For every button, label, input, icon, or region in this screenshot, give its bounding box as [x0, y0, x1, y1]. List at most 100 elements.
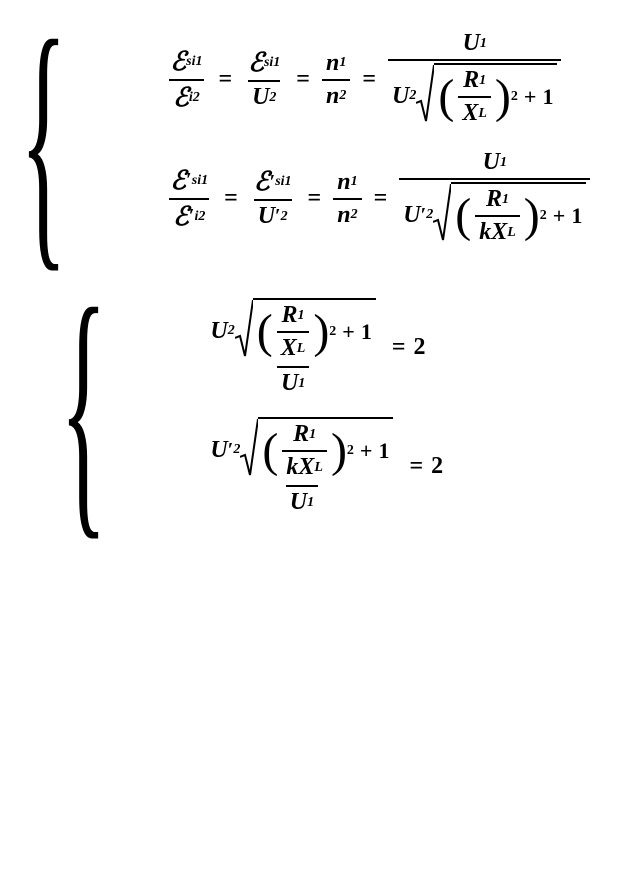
var-x: X: [281, 335, 297, 362]
equation-system-1: { ℰsi1 ℰi2 = ℰsi1 U2 = n1 n2 = U1 U2: [20, 20, 597, 258]
equation-1-2: ℰ′si1 ℰ′i2 = ℰ′si1 U′2 = n1 n2 = U1 U′2: [162, 149, 594, 248]
var-u: U: [252, 84, 269, 111]
left-paren-icon: (: [257, 313, 273, 351]
var-x: X: [491, 219, 507, 246]
equals: =: [224, 185, 238, 212]
right-paren-icon: ): [524, 197, 540, 235]
var-r: R: [486, 186, 502, 213]
sqrt: ( R1 kXL ) 2 + 1: [433, 182, 586, 248]
var-n: n: [326, 50, 339, 77]
equation-2-2: U′2 ( R1 kXL ) 2: [202, 417, 443, 516]
sub: 1: [500, 155, 507, 171]
var-u: U: [392, 83, 409, 110]
const-1: 1: [378, 438, 389, 464]
var-r: R: [282, 302, 298, 329]
script-e: ℰ: [173, 83, 189, 113]
sub: 1: [351, 174, 358, 190]
exponent: 2: [329, 324, 336, 340]
plus: +: [342, 319, 355, 345]
sub: si1: [264, 55, 280, 71]
var-u: U: [281, 370, 298, 397]
radical-icon: [235, 298, 253, 358]
const-2: 2: [414, 334, 426, 361]
equals: =: [392, 334, 406, 361]
frac-esi1-u2: ℰsi1 U2: [244, 48, 284, 111]
var-u: U: [403, 202, 420, 229]
exponent: 2: [347, 443, 354, 459]
script-e: ℰ: [248, 48, 264, 78]
var-u: U: [210, 437, 227, 464]
equals: =: [374, 185, 388, 212]
sqrt: ( R1 kXL ) 2 + 1: [240, 417, 393, 483]
var-u: U: [210, 318, 227, 345]
sub: si1: [275, 174, 291, 190]
script-e: ℰ: [173, 202, 189, 232]
sub: i2: [195, 209, 206, 225]
plus: +: [553, 203, 566, 229]
equations-group-1: ℰsi1 ℰi2 = ℰsi1 U2 = n1 n2 = U1 U2: [162, 20, 594, 258]
exponent: 2: [540, 208, 547, 224]
sub: 1: [479, 73, 486, 89]
script-e: ℰ: [254, 167, 270, 197]
equals: =: [308, 185, 322, 212]
var-n: n: [337, 202, 350, 229]
paren-group: ( R1 XL ): [438, 67, 511, 127]
sub: 2: [409, 88, 416, 104]
equation-2-1: U2 ( R1 XL ) 2: [202, 298, 443, 397]
const-2: 2: [431, 453, 443, 480]
sqrt: ( R1 XL ) 2 + 1: [235, 298, 376, 364]
const-1: 1: [361, 319, 372, 345]
var-n: n: [337, 169, 350, 196]
script-e: ℰ: [170, 47, 186, 77]
var-u: U: [463, 30, 480, 57]
frac-r1-kxl: R1 kXL: [282, 421, 327, 481]
const-1: 1: [571, 203, 582, 229]
radical-icon: [240, 417, 258, 477]
sub: 1: [298, 308, 305, 324]
frac-n1-n2: n1 n2: [333, 169, 361, 229]
paren-group: ( R1 XL ): [257, 302, 330, 362]
var-r: R: [293, 421, 309, 448]
sub: 2: [426, 207, 433, 223]
equals: =: [296, 66, 310, 93]
sub: L: [314, 460, 323, 476]
sub: i2: [189, 90, 200, 106]
right-paren-icon: ): [495, 78, 511, 116]
sub: 2: [351, 207, 358, 223]
var-x: X: [298, 454, 314, 481]
sub: 2: [281, 209, 288, 225]
sub: L: [507, 225, 516, 241]
script-e: ℰ: [170, 166, 186, 196]
radical-icon: [416, 63, 434, 123]
sub: si1: [192, 173, 208, 189]
sub: 1: [309, 427, 316, 443]
right-paren-icon: ): [331, 432, 347, 470]
paren-group: ( R1 kXL ): [262, 421, 347, 481]
frac-esi1p-u2p: ℰ′si1 U′2: [250, 167, 296, 230]
sub: L: [478, 106, 487, 122]
sub: 1: [480, 36, 487, 52]
var-u: U: [258, 203, 275, 230]
sqrt: ( R1 XL ) 2 + 1: [416, 63, 557, 129]
frac-r1-xl: R1 XL: [277, 302, 310, 362]
equation-1-1: ℰsi1 ℰi2 = ℰsi1 U2 = n1 n2 = U1 U2: [162, 30, 594, 129]
var-r: R: [463, 67, 479, 94]
equals: =: [362, 66, 376, 93]
radical-icon: [433, 182, 451, 242]
var-x: X: [462, 100, 478, 127]
sub: 2: [339, 88, 346, 104]
var-u: U: [483, 149, 500, 176]
sub: 1: [502, 192, 509, 208]
plus: +: [360, 438, 373, 464]
equals: =: [219, 66, 233, 93]
paren-group: ( R1 kXL ): [455, 186, 540, 246]
sub: 2: [228, 323, 235, 339]
sub: 1: [339, 55, 346, 71]
sub: 1: [298, 376, 305, 392]
exponent: 2: [511, 89, 518, 105]
frac-lhs-2-1: U2 ( R1 XL ) 2: [206, 298, 379, 397]
var-k: k: [479, 219, 491, 246]
frac-rhs-1: U1 U2 ( R1 XL ): [388, 30, 561, 129]
frac-r1-kxl: R1 kXL: [475, 186, 520, 246]
left-paren-icon: (: [262, 432, 278, 470]
